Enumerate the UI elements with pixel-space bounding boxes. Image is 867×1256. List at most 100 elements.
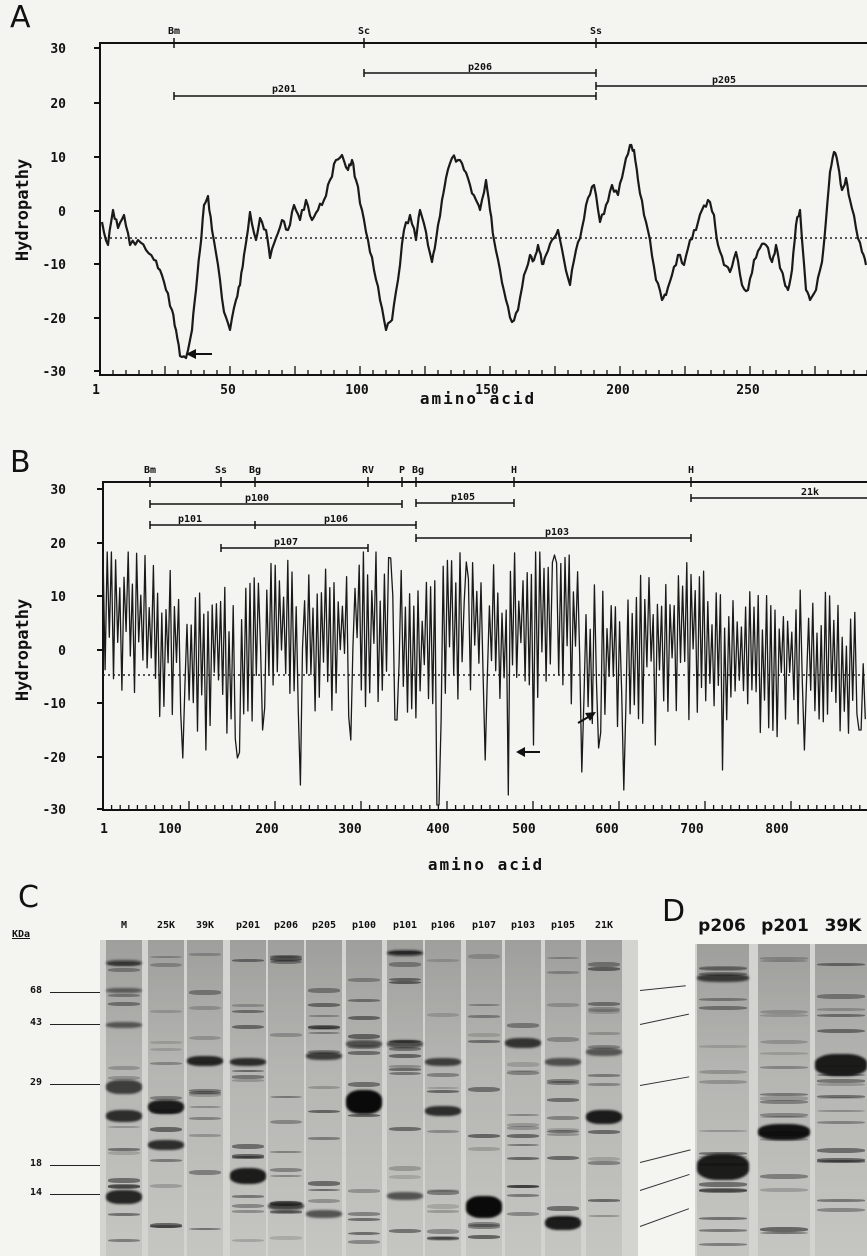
- panel-a-fragment-label: p205: [712, 75, 736, 86]
- gel-band: [586, 1110, 622, 1124]
- gel-band: [106, 1190, 142, 1204]
- gel-band: [815, 1054, 867, 1076]
- gel-band: [232, 1154, 264, 1158]
- gel-band: [588, 1214, 620, 1218]
- gel-band: [306, 1052, 342, 1060]
- gel-band: [232, 1070, 264, 1073]
- gel-band: [150, 1223, 182, 1229]
- gel-band: [699, 966, 747, 972]
- panel-a-sites: Bm Sc Ss: [168, 26, 602, 48]
- marker-68-label: 68: [30, 985, 43, 996]
- gel-band: [425, 1058, 461, 1066]
- gel-reference-line: [639, 1173, 690, 1191]
- gel-band: [232, 1195, 264, 1198]
- gel-band: [468, 1235, 500, 1240]
- lane-label: p101: [392, 920, 418, 931]
- panel-b-site-label: Bg: [412, 465, 424, 476]
- gel-band: [270, 957, 302, 963]
- gel-band: [108, 1151, 140, 1156]
- gel-band: [348, 1114, 380, 1118]
- gel-band: [150, 1061, 182, 1065]
- gel-band: [507, 1062, 539, 1067]
- gel-band: [389, 980, 421, 984]
- gel-band: [270, 1236, 302, 1240]
- gel-band: [108, 994, 140, 998]
- gel-band: [507, 1070, 539, 1075]
- gel-band: [308, 1085, 340, 1090]
- gel-reference-line: [639, 1208, 690, 1227]
- panel-a-arrow-icon: [186, 349, 212, 359]
- gel-band: [699, 1243, 747, 1247]
- gel-band: [108, 1075, 140, 1081]
- gel-band: [817, 1079, 865, 1083]
- gel-band: [232, 1210, 264, 1213]
- gel-band: [468, 1235, 500, 1239]
- panel-b-fragment-label: p100: [245, 493, 269, 504]
- gel-band: [232, 1004, 264, 1007]
- gel-band: [150, 1183, 182, 1188]
- panel-b-xtick-label: 100: [158, 822, 182, 837]
- panel-a-xtick-labels: 1 50 100 150 200 250: [92, 383, 760, 398]
- gel-reference-line: [639, 1149, 691, 1163]
- gel-band: [189, 1088, 221, 1092]
- gel-band: [189, 1005, 221, 1011]
- panel-a-site-label: Bm: [168, 26, 180, 37]
- gel-band: [817, 963, 865, 967]
- lane-label: p100: [351, 920, 377, 931]
- gel-band: [588, 1083, 620, 1086]
- gel-band: [545, 1216, 581, 1230]
- gel-band: [760, 1096, 808, 1101]
- lane-label: p103: [510, 920, 536, 931]
- gel-band: [232, 959, 264, 963]
- panel-a-hydropathy-trace: [100, 143, 867, 360]
- gel-band: [389, 1229, 421, 1234]
- gel-band: [547, 1130, 579, 1134]
- panel-a-xlabel: amino acid: [420, 389, 536, 408]
- gel-band: [588, 1007, 620, 1012]
- panel-b-ytick-label: -10: [43, 697, 67, 712]
- gel-band: [547, 1116, 579, 1121]
- gel-band: [108, 1184, 140, 1189]
- gel-band: [108, 1185, 140, 1189]
- gel-band: [588, 1002, 620, 1007]
- panel-b-xtick-label: 700: [680, 822, 704, 837]
- gel-band: [232, 1144, 264, 1150]
- gel-band: [389, 1166, 421, 1172]
- gel-band: [189, 1116, 221, 1120]
- gel-band: [106, 1022, 142, 1028]
- gel-band: [817, 1013, 865, 1017]
- panel-b-sites: [149, 477, 692, 487]
- gel-lane-smear: [815, 944, 867, 1256]
- gel-band: [588, 967, 620, 971]
- gel-band: [427, 1190, 459, 1195]
- panel-b-frame: [102, 481, 867, 811]
- gel-band: [468, 1222, 500, 1227]
- marker-14-line: [50, 1194, 100, 1195]
- panel-b-xtick-label: 600: [595, 822, 619, 837]
- gel-band: [106, 1110, 142, 1122]
- gel-band: [427, 1203, 459, 1209]
- lane-label: p201: [235, 920, 261, 931]
- gel-band: [387, 1040, 423, 1048]
- lane-label: p206: [273, 920, 299, 931]
- gel-reference-line: [639, 1076, 690, 1086]
- panel-b-hydropathy-plot: Hydropathy amino acid 30 20 10 0 -10 -20…: [13, 465, 867, 874]
- panel-a-yticks: 30 20 10 0 -10 -20 -30: [43, 42, 100, 380]
- gel-band: [232, 1009, 264, 1013]
- kda-unit-label: KDa: [12, 929, 31, 940]
- gel-band: [466, 1196, 502, 1218]
- gel-band: [507, 1144, 539, 1147]
- gel-band: [150, 955, 182, 959]
- gel-band: [547, 1078, 579, 1083]
- gel-band: [389, 1068, 421, 1071]
- gel-band: [760, 1014, 808, 1018]
- gel-band: [425, 1106, 461, 1116]
- marker-29-label: 29: [30, 1077, 43, 1088]
- panel-a-ytick-label: 0: [58, 205, 66, 220]
- gel-band: [760, 1065, 808, 1069]
- gel-band: [507, 1156, 539, 1160]
- gel-band: [270, 1151, 302, 1154]
- gel-band: [427, 1237, 459, 1242]
- gel-band: [108, 1239, 140, 1243]
- gel-band: [760, 1113, 808, 1118]
